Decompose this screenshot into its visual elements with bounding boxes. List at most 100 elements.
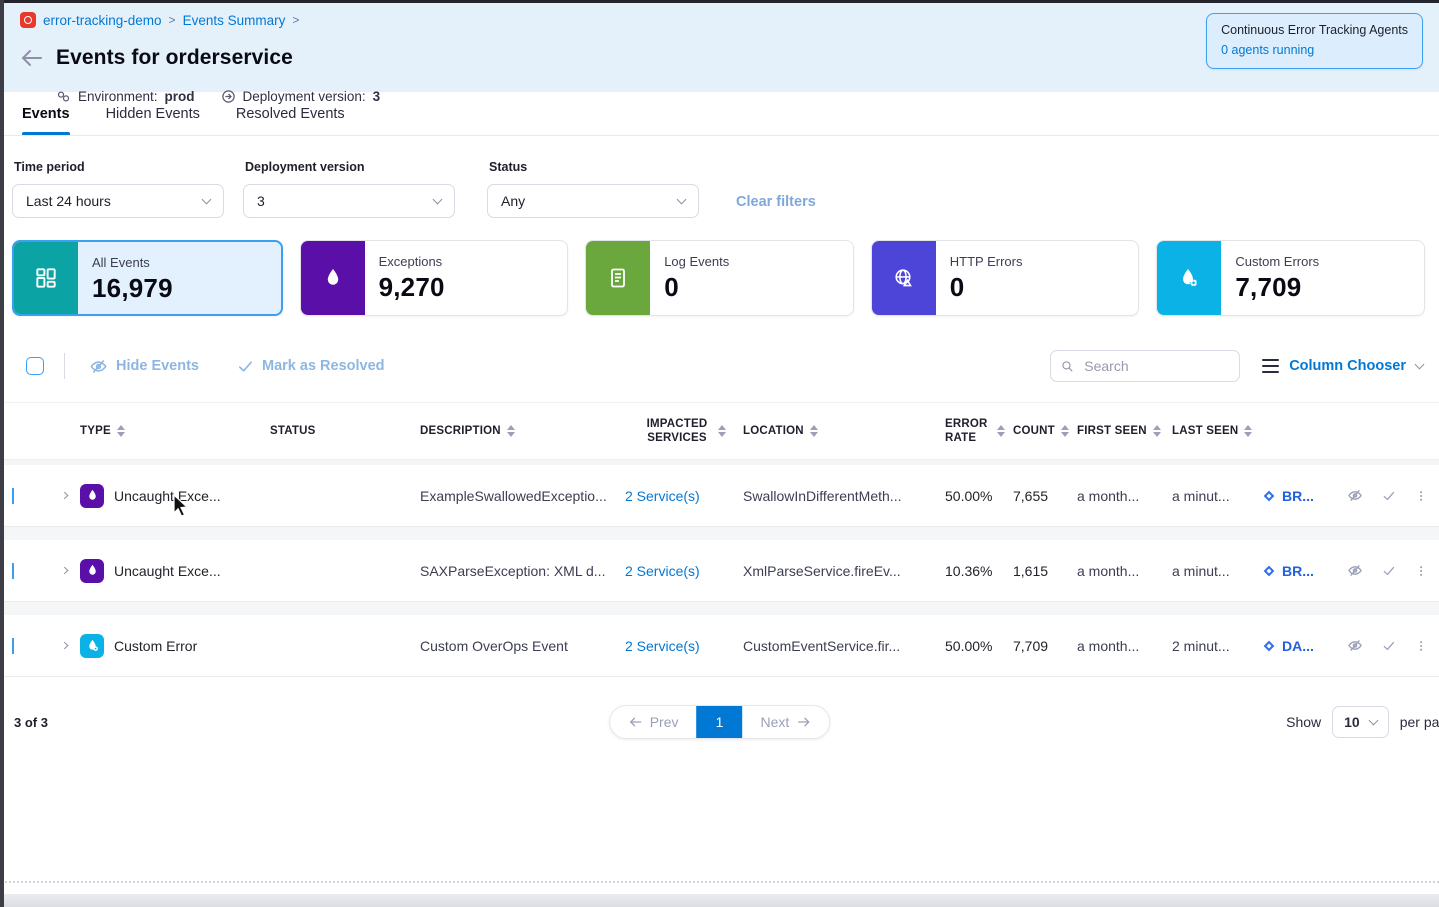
breadcrumb-separator: >: [292, 13, 300, 27]
sort-icon[interactable]: [116, 425, 125, 437]
column-header-description[interactable]: DESCRIPTION: [420, 424, 625, 438]
breadcrumb-section[interactable]: Events Summary: [182, 12, 286, 28]
sort-icon[interactable]: [1244, 425, 1253, 437]
chevron-right-icon[interactable]: [58, 642, 68, 649]
column-header-impacted-services[interactable]: IMPACTED SERVICES: [625, 417, 743, 446]
mark-resolved-label: Mark as Resolved: [262, 358, 385, 374]
sort-icon[interactable]: [809, 425, 818, 437]
page-size-group: Show 10 per page: [1286, 706, 1439, 738]
version-badge[interactable]: BR...: [1262, 488, 1347, 504]
hide-event-icon[interactable]: [1347, 485, 1363, 506]
version-badge[interactable]: BR...: [1262, 563, 1347, 579]
row-checkbox[interactable]: [12, 562, 14, 579]
search-input[interactable]: [1082, 357, 1230, 375]
next-page-button[interactable]: Next: [743, 706, 830, 738]
tab-hidden-events[interactable]: Hidden Events: [105, 105, 200, 122]
time-period-label: Time period: [14, 160, 85, 174]
card-all-events[interactable]: All Events 16,979: [12, 240, 283, 316]
page-header: error-tracking-demo > Events Summary > E…: [0, 0, 1439, 104]
sort-icon[interactable]: [718, 425, 726, 437]
row-actions: [1347, 485, 1427, 506]
hide-event-icon[interactable]: [1347, 560, 1363, 581]
first-seen-cell: a month...: [1077, 487, 1140, 504]
sort-icon[interactable]: [506, 425, 515, 437]
column-header-location[interactable]: LOCATION: [743, 424, 933, 438]
column-header-status: STATUS: [270, 424, 316, 437]
column-header-last-seen[interactable]: LAST SEEN: [1172, 424, 1262, 438]
column-header-first-seen[interactable]: FIRST SEEN: [1077, 424, 1172, 438]
agents-running-link[interactable]: 0 agents running: [1221, 42, 1315, 57]
impacted-services-link[interactable]: 2 Service(s): [625, 487, 700, 504]
back-arrow-icon[interactable]: [20, 49, 46, 67]
page-size-select[interactable]: 10: [1332, 706, 1389, 738]
card-custom-errors[interactable]: Custom Errors 7,709: [1156, 240, 1425, 316]
sort-icon[interactable]: [1152, 425, 1161, 437]
error-rate-cell: 50.00%: [945, 637, 993, 654]
left-nav-edge: [0, 0, 4, 907]
column-header-type[interactable]: TYPE: [80, 424, 270, 438]
kebab-menu-icon[interactable]: [1415, 637, 1427, 655]
page-summary: 3 of 3: [14, 714, 48, 730]
sort-icon[interactable]: [1060, 425, 1069, 437]
impacted-services-link[interactable]: 2 Service(s): [625, 562, 700, 579]
environment-value: prod: [164, 89, 195, 105]
kebab-menu-icon[interactable]: [1415, 562, 1427, 580]
count-cell: 7,709: [1013, 637, 1049, 654]
card-label: Exceptions: [378, 254, 443, 269]
row-checkbox[interactable]: [12, 637, 14, 654]
resolve-icon[interactable]: [1382, 487, 1396, 505]
time-period-select[interactable]: Last 24 hours: [12, 184, 224, 218]
project-icon: [20, 12, 36, 28]
hide-event-icon[interactable]: [1347, 635, 1363, 656]
column-header-error-rate[interactable]: ERROR RATE: [933, 417, 1013, 446]
breadcrumb-project[interactable]: error-tracking-demo: [43, 12, 162, 28]
grid-icon: [14, 242, 78, 314]
column-header-count[interactable]: COUNT: [1013, 424, 1077, 438]
card-value: 0: [949, 272, 965, 302]
impacted-services-link[interactable]: 2 Service(s): [625, 637, 700, 654]
table-row[interactable]: Uncaught Exce... ExampleSwallowedExcepti…: [0, 465, 1439, 527]
agents-box[interactable]: Continuous Error Tracking Agents 0 agent…: [1206, 13, 1423, 70]
sort-icon[interactable]: [997, 425, 1005, 437]
card-log-events[interactable]: Log Events 0: [585, 240, 854, 316]
deployment-version-label: Deployment version: [245, 160, 365, 174]
resolve-icon[interactable]: [1382, 637, 1396, 655]
kebab-menu-icon[interactable]: [1415, 487, 1427, 505]
document-icon: [586, 241, 651, 315]
prev-page-button[interactable]: Prev: [610, 706, 697, 738]
column-chooser-button[interactable]: Column Chooser: [1262, 358, 1425, 374]
location-cell: SwallowInDifferentMeth...: [743, 487, 902, 504]
card-value: 7,709: [1235, 272, 1302, 302]
last-seen-cell: a minut...: [1172, 487, 1230, 504]
version-badge[interactable]: DA...: [1262, 638, 1347, 654]
current-page-button[interactable]: 1: [696, 706, 743, 738]
hide-events-button[interactable]: Hide Events: [89, 357, 199, 376]
chevron-right-icon[interactable]: [58, 492, 68, 499]
card-http-errors[interactable]: HTTP Errors 0: [870, 240, 1140, 316]
event-type-icon: [80, 633, 104, 658]
row-checkbox[interactable]: [12, 487, 14, 504]
chevron-right-icon[interactable]: [58, 567, 68, 574]
deployment-icon: [221, 90, 235, 103]
clear-filters-link[interactable]: Clear filters: [736, 194, 816, 210]
card-exceptions[interactable]: Exceptions 9,270: [299, 240, 569, 316]
select-all-checkbox[interactable]: [26, 357, 44, 375]
resolve-icon[interactable]: [1382, 562, 1396, 580]
event-type-cell: Uncaught Exce...: [80, 483, 270, 508]
first-seen-cell: a month...: [1077, 637, 1140, 654]
status-label: Status: [489, 160, 528, 174]
tab-events[interactable]: Events: [22, 92, 70, 135]
table-row[interactable]: Custom Error Custom OverOps Event 2 Serv…: [0, 615, 1439, 677]
mark-resolved-button[interactable]: Mark as Resolved: [237, 358, 385, 375]
status-select[interactable]: Any: [487, 184, 699, 218]
chevron-down-icon: [432, 194, 443, 205]
table-row[interactable]: Uncaught Exce... SAXParseException: XML …: [0, 540, 1439, 602]
hamburger-icon: [1262, 358, 1280, 374]
status-value: Any: [501, 193, 526, 209]
chevron-down-icon: [676, 194, 687, 205]
event-type-cell: Custom Error: [80, 633, 270, 658]
tab-resolved-events[interactable]: Resolved Events: [235, 105, 345, 122]
stat-cards: All Events 16,979 Exceptions 9,270 Log E…: [0, 240, 1439, 316]
deployment-version-select[interactable]: 3: [243, 184, 455, 218]
last-seen-cell: 2 minut...: [1172, 637, 1230, 654]
